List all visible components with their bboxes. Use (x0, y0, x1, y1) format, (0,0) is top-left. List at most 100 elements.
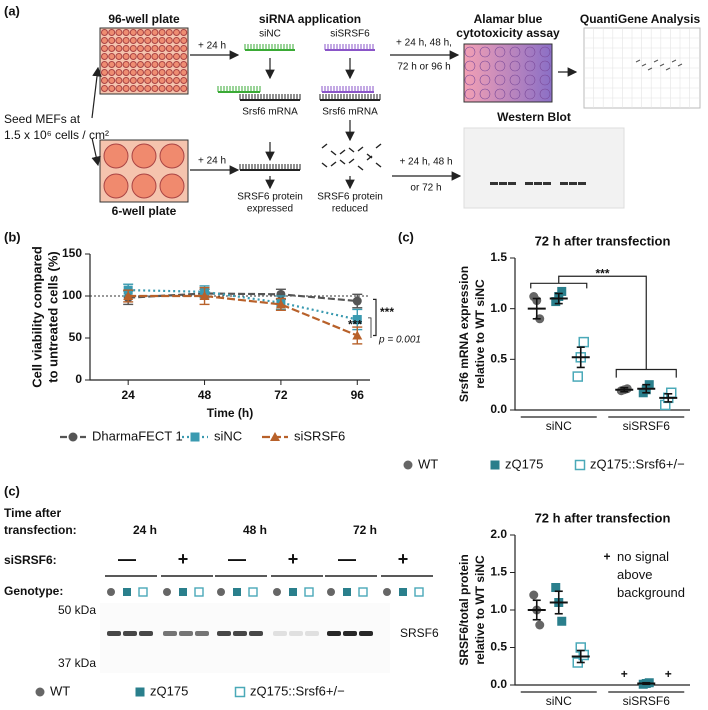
y-tick-label: 1.5 (490, 250, 507, 264)
well (151, 69, 159, 76)
legend-marker (190, 432, 200, 442)
plate-label: 96-well plate (108, 12, 180, 26)
series-line (128, 294, 358, 337)
well (101, 37, 108, 44)
note: above (617, 567, 652, 582)
point (551, 297, 561, 307)
sirna-label: siNC (259, 29, 281, 40)
well (137, 29, 144, 36)
well (103, 173, 129, 199)
well (115, 29, 123, 36)
y-tick-label: 0 (75, 372, 82, 386)
fragment (339, 159, 346, 165)
well (129, 61, 137, 68)
point (199, 291, 210, 300)
well (115, 61, 123, 68)
band-label: SRSF6 (400, 626, 439, 640)
x-tick-label: siNC (546, 419, 572, 433)
legend-marker (403, 460, 413, 470)
axis (514, 258, 690, 411)
step-label: 72 h or 96 h (397, 62, 450, 73)
well (479, 46, 491, 58)
well (151, 45, 159, 52)
geno-icon (414, 587, 424, 597)
point (551, 583, 561, 592)
step-label: + 24 h (198, 41, 226, 52)
legend-label: WT (418, 456, 438, 471)
well (158, 53, 166, 60)
well (158, 29, 166, 36)
well (524, 88, 536, 100)
well (137, 61, 144, 68)
band (139, 631, 153, 636)
well (131, 143, 157, 169)
x-tick-label: 96 (351, 388, 365, 402)
point (123, 291, 134, 300)
legend-marker (35, 687, 45, 697)
well (509, 88, 521, 100)
well (122, 69, 130, 76)
band (359, 631, 373, 636)
band (560, 182, 568, 185)
well (151, 37, 159, 44)
section-title: cytotoxicity assay (456, 26, 560, 40)
well (108, 37, 116, 44)
y-axis-label: to untreated cells (%) (45, 251, 60, 382)
row-label: transfection: (4, 523, 77, 537)
well (122, 61, 130, 68)
well (539, 74, 551, 86)
geno-icon (217, 588, 225, 596)
time-label: 24 h (133, 523, 157, 537)
band (578, 182, 586, 185)
fragment (321, 162, 328, 168)
band (525, 182, 533, 185)
note-symbol: + (603, 550, 610, 564)
geno-icon (304, 587, 314, 597)
mw-marker: 37 kDa (58, 656, 96, 670)
fragment (348, 158, 355, 164)
well (464, 46, 476, 58)
geno-icon (233, 588, 241, 596)
well (180, 85, 188, 92)
legend-marker (574, 459, 586, 471)
well (115, 69, 123, 76)
panel-label: (a) (4, 3, 20, 18)
well (479, 74, 491, 86)
outcome: expressed (247, 204, 293, 215)
section-title: QuantiGene Analysis (580, 12, 701, 26)
annotation: p = 0.001 (378, 334, 421, 345)
fragment (357, 165, 364, 171)
x-axis-label: Time (h) (207, 406, 253, 420)
fragment (375, 143, 382, 149)
geno-icon (179, 588, 187, 596)
well (158, 45, 166, 52)
step-label: + 24 h, 48 h, (396, 38, 452, 49)
well (108, 69, 116, 76)
y-tick-label: 1.0 (490, 602, 507, 616)
annotation: *** (595, 266, 609, 280)
spot (665, 67, 671, 71)
section-title: siRNA application (259, 12, 361, 26)
well (101, 53, 108, 60)
band (499, 182, 507, 185)
x-tick-label: siNC (546, 694, 572, 708)
outcome: SRSF6 protein (237, 192, 303, 203)
well (159, 173, 185, 199)
sirna-state: — (118, 549, 136, 569)
seed-text: 1.5 x 10⁶ cells / cm² (4, 128, 109, 142)
y-axis-label: relative to WT siNC (473, 279, 487, 389)
fragment (366, 155, 373, 161)
annotation: *** (348, 318, 362, 332)
well (151, 29, 159, 36)
note: no signal (617, 549, 669, 564)
blot-image (463, 127, 625, 209)
well (144, 45, 152, 52)
well (173, 69, 180, 76)
plate-label: 6-well plate (112, 204, 177, 218)
well (129, 37, 137, 44)
well (165, 37, 173, 44)
y-axis-label: SRSF6/total protein (457, 554, 471, 665)
fragment (339, 149, 346, 155)
well (180, 29, 188, 36)
sirna-state: — (228, 549, 246, 569)
